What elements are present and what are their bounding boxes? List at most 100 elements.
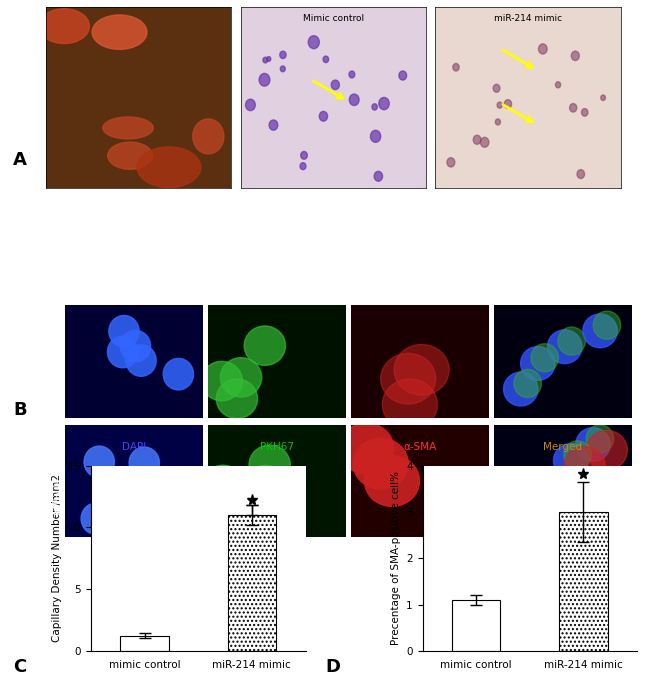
Ellipse shape [370, 130, 381, 142]
Text: miR-214 mimic: miR-214 mimic [494, 14, 562, 23]
Ellipse shape [216, 379, 257, 419]
Ellipse shape [246, 99, 255, 111]
Ellipse shape [201, 361, 242, 401]
Ellipse shape [554, 444, 588, 477]
Text: miR-214 mimic: miR-214 mimic [53, 447, 62, 515]
Ellipse shape [473, 135, 481, 145]
Bar [452, 600, 500, 651]
Ellipse shape [581, 486, 609, 514]
Y-axis label: Capillary Density Number /mm2: Capillary Density Number /mm2 [53, 474, 62, 643]
Ellipse shape [137, 147, 201, 188]
Ellipse shape [447, 158, 455, 167]
Ellipse shape [349, 94, 359, 105]
Ellipse shape [547, 330, 582, 364]
Ellipse shape [497, 102, 502, 108]
Ellipse shape [332, 80, 339, 90]
Ellipse shape [586, 425, 614, 453]
Ellipse shape [583, 314, 618, 348]
Ellipse shape [586, 430, 627, 470]
Ellipse shape [556, 82, 561, 88]
Ellipse shape [81, 503, 111, 534]
Ellipse shape [84, 446, 114, 477]
Ellipse shape [538, 44, 547, 54]
Text: Mimic control: Mimic control [302, 14, 364, 23]
Ellipse shape [372, 103, 377, 110]
Ellipse shape [601, 468, 629, 496]
Ellipse shape [601, 95, 605, 101]
Ellipse shape [353, 438, 408, 489]
Ellipse shape [493, 84, 500, 92]
Ellipse shape [269, 120, 278, 130]
Ellipse shape [349, 71, 355, 78]
Text: A: A [13, 151, 27, 169]
Ellipse shape [495, 119, 500, 125]
Ellipse shape [244, 326, 285, 365]
Ellipse shape [591, 471, 625, 505]
Ellipse shape [249, 445, 291, 484]
Ellipse shape [163, 358, 194, 390]
Ellipse shape [521, 347, 555, 380]
Ellipse shape [365, 456, 419, 506]
Ellipse shape [480, 137, 489, 147]
Ellipse shape [593, 311, 621, 339]
Ellipse shape [120, 330, 151, 362]
Ellipse shape [300, 162, 306, 170]
Ellipse shape [601, 474, 643, 513]
Text: C: C [13, 658, 26, 675]
Ellipse shape [115, 491, 146, 523]
Ellipse shape [193, 119, 224, 154]
Ellipse shape [531, 344, 558, 372]
Text: D: D [325, 658, 340, 675]
Ellipse shape [379, 97, 389, 110]
Bar [120, 636, 169, 651]
Ellipse shape [280, 66, 285, 72]
Ellipse shape [564, 441, 592, 469]
Y-axis label: Precentage of SMA-positive cell%: Precentage of SMA-positive cell% [391, 471, 400, 645]
Ellipse shape [129, 447, 159, 479]
Bar [559, 512, 608, 651]
Bar [227, 515, 276, 651]
Ellipse shape [39, 9, 90, 44]
Ellipse shape [571, 489, 605, 523]
Ellipse shape [564, 447, 605, 486]
Ellipse shape [92, 15, 147, 49]
Ellipse shape [577, 170, 584, 179]
Ellipse shape [558, 327, 586, 356]
Ellipse shape [220, 505, 261, 544]
Ellipse shape [259, 73, 270, 86]
Text: PKH67: PKH67 [260, 442, 294, 452]
Ellipse shape [323, 56, 329, 62]
Ellipse shape [394, 345, 449, 395]
Ellipse shape [103, 117, 153, 139]
Ellipse shape [266, 57, 271, 62]
Ellipse shape [220, 358, 262, 397]
Ellipse shape [126, 345, 156, 376]
Text: Merged: Merged [543, 442, 582, 452]
Ellipse shape [308, 36, 319, 49]
Ellipse shape [339, 423, 394, 474]
Ellipse shape [581, 492, 623, 532]
Ellipse shape [244, 465, 286, 505]
Ellipse shape [569, 103, 577, 112]
Ellipse shape [202, 465, 244, 505]
Text: DAPI: DAPI [122, 442, 146, 452]
Ellipse shape [301, 151, 307, 159]
Text: α-SMA: α-SMA [403, 442, 437, 452]
Ellipse shape [381, 353, 436, 404]
Ellipse shape [576, 427, 610, 462]
Ellipse shape [382, 379, 437, 429]
Text: B: B [13, 401, 27, 419]
Ellipse shape [514, 369, 541, 397]
Ellipse shape [571, 51, 579, 60]
Ellipse shape [107, 336, 138, 368]
Ellipse shape [319, 112, 328, 121]
Ellipse shape [504, 372, 538, 406]
Ellipse shape [109, 315, 139, 347]
Ellipse shape [504, 100, 512, 108]
Ellipse shape [280, 51, 286, 59]
Ellipse shape [399, 71, 407, 80]
Ellipse shape [582, 108, 588, 116]
Ellipse shape [263, 58, 268, 63]
Ellipse shape [453, 64, 459, 71]
Ellipse shape [374, 171, 383, 182]
